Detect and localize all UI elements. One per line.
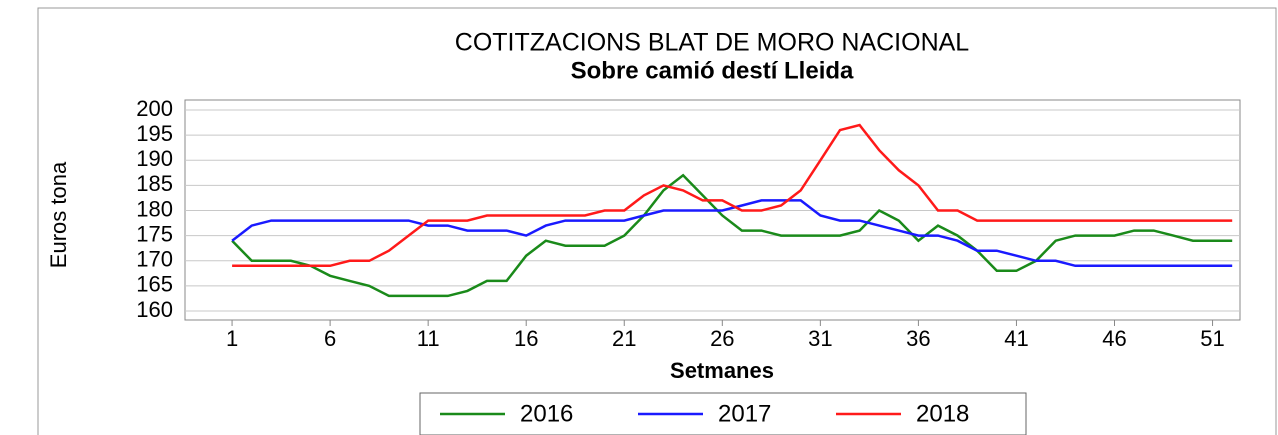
legend-label: 2016 [520,400,573,427]
frame [37,7,1277,435]
legend [419,392,1027,435]
chart-title: COTITZACIONS BLAT DE MORO NACIONAL [455,29,970,57]
x-tick-label: 11 [417,326,440,351]
y-tick-label: 195 [136,121,173,146]
chart-subtitle: Sobre camió destí Lleida [571,57,854,84]
x-axis-label: Setmanes [670,358,774,383]
y-tick-label: 180 [136,196,173,221]
x-tick-label: 26 [710,326,734,351]
x-tick-label: 21 [612,326,636,351]
legend-label: 2017 [718,400,771,427]
y-tick-label: 170 [136,247,173,272]
x-tick-label: 36 [906,326,930,351]
x-tick-label: 51 [1200,326,1224,351]
line-series [232,123,1233,268]
y-tick-label: 165 [136,272,173,297]
y-axis-label: Euros tona [46,161,71,268]
y-tick-label: 190 [136,146,173,171]
x-tick-label: 16 [514,326,538,351]
x-tick-label: 46 [1102,326,1126,351]
x-tick-label: 41 [1004,326,1028,351]
x-tick-label: 1 [226,326,238,351]
y-tick-label: 175 [136,221,173,246]
y-tick-label: 200 [136,96,173,121]
line-series [231,199,1233,268]
line-series [231,173,1233,298]
y-tick-label: 160 [136,297,173,322]
y-tick-label: 185 [136,171,173,196]
x-tick-label: 6 [324,326,336,351]
legend-label: 2018 [916,400,969,427]
x-tick-label: 31 [808,326,832,351]
